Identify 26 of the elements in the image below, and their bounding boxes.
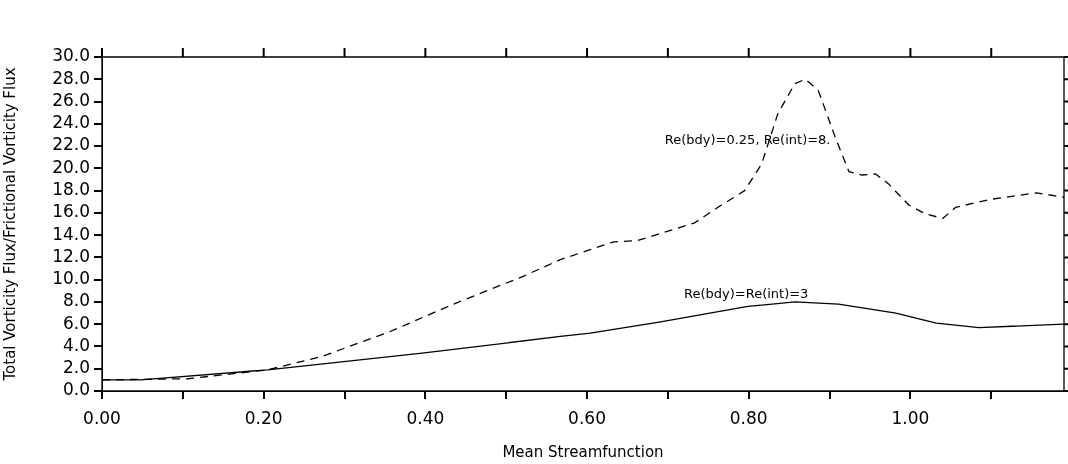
x-tick-label: 0.20 bbox=[244, 407, 283, 428]
x-tick-label: 0.40 bbox=[406, 407, 445, 428]
x-axis-title: Mean Streamfunction bbox=[502, 442, 664, 461]
y-tick-label: 26.0 bbox=[52, 89, 90, 110]
x-tick-label: 0.60 bbox=[568, 407, 606, 428]
y-tick-label: 12.0 bbox=[52, 245, 90, 266]
annotation: Re(bdy)=0.25, Re(int)=8. bbox=[664, 131, 831, 147]
x-tick-label: 0.80 bbox=[729, 407, 768, 428]
y-tick-label: 28.0 bbox=[52, 67, 90, 88]
y-tick-label: 20.0 bbox=[52, 156, 90, 177]
y-axis-title: Total Vorticity Flux/Frictional Vorticity Flux bbox=[0, 67, 19, 382]
y-tick-label: 10.0 bbox=[52, 268, 90, 289]
y-tick-label: 4.0 bbox=[62, 334, 90, 355]
y-tick-label: 30.0 bbox=[52, 45, 90, 66]
y-tick-label: 16.0 bbox=[52, 201, 90, 222]
y-tick-label: 0.0 bbox=[62, 379, 90, 400]
y-tick-label: 18.0 bbox=[52, 179, 90, 200]
y-tick-label: 2.0 bbox=[62, 357, 90, 378]
annotation: Re(bdy)=Re(int)=3 bbox=[684, 285, 809, 301]
y-tick-label: 14.0 bbox=[52, 223, 90, 244]
y-tick-label: 22.0 bbox=[52, 134, 90, 155]
y-tick-label: 6.0 bbox=[62, 312, 90, 333]
x-tick-label: 1.00 bbox=[891, 407, 930, 428]
y-tick-label: 8.0 bbox=[62, 290, 90, 311]
x-tick-label: 0.00 bbox=[83, 407, 121, 428]
y-tick-label: 24.0 bbox=[52, 112, 90, 133]
